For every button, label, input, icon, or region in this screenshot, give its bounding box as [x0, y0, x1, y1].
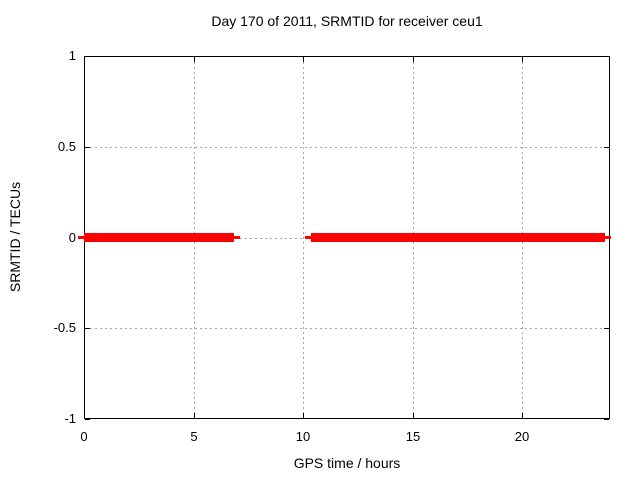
- x-tick-label: 20: [514, 429, 530, 444]
- x-tick-label: 5: [190, 429, 198, 444]
- y-tick-mark: [604, 419, 609, 420]
- y-gridline: [85, 328, 609, 329]
- x-tick-mark: [413, 57, 414, 62]
- chart-title: Day 170 of 2011, SRMTID for receiver ceu…: [211, 13, 483, 29]
- x-tick-mark: [413, 413, 414, 418]
- series-line-thick: [311, 233, 605, 242]
- x-tick-mark: [522, 413, 523, 418]
- y-tick-mark: [85, 56, 90, 57]
- x-tick-mark: [303, 413, 304, 418]
- y-tick-mark: [85, 328, 90, 329]
- y-tick-mark: [604, 56, 609, 57]
- x-tick-mark: [84, 413, 85, 418]
- y-tick-mark: [604, 328, 609, 329]
- y-tick-mark: [604, 147, 609, 148]
- x-tick-label: 10: [295, 429, 311, 444]
- series-line-thick: [84, 233, 234, 242]
- x-axis-label: GPS time / hours: [293, 455, 401, 471]
- x-tick-mark: [84, 57, 85, 62]
- y-tick-label: 1: [68, 48, 76, 63]
- x-tick-mark: [194, 413, 195, 418]
- y-tick-label: 0: [68, 230, 76, 245]
- x-tick-label: 0: [80, 429, 88, 444]
- y-tick-mark: [85, 147, 90, 148]
- x-gridline: [303, 57, 304, 418]
- y-tick-label: -1: [64, 411, 76, 426]
- y-gridline: [85, 147, 609, 148]
- x-tick-mark: [522, 57, 523, 62]
- y-tick-mark: [85, 419, 90, 420]
- x-tick-mark: [303, 57, 304, 62]
- x-tick-label: 15: [405, 429, 421, 444]
- y-tick-label: 0.5: [57, 139, 76, 154]
- y-tick-label: -0.5: [53, 320, 76, 335]
- x-tick-mark: [194, 57, 195, 62]
